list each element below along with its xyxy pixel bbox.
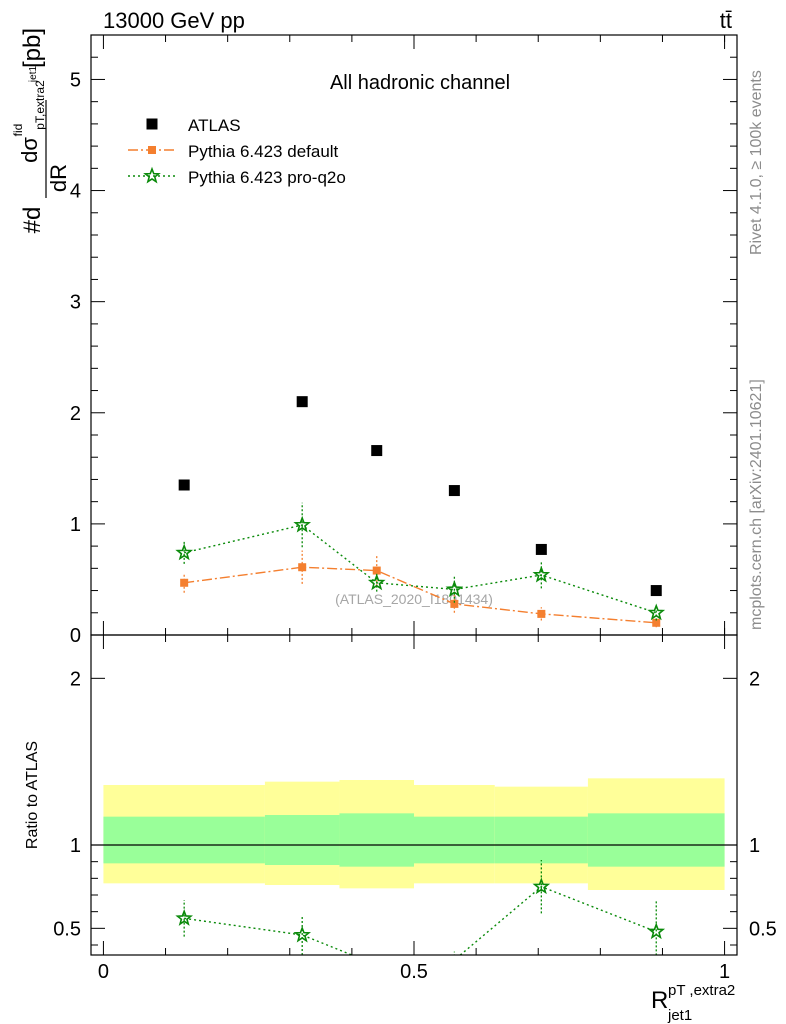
y-tick-label: 2 [70,403,81,425]
chart-title: All hadronic channel [330,72,510,94]
svg-text:fid: fid [11,124,25,137]
svg-text:jet1: jet1 [667,1007,692,1024]
main-y-axis-ticks: 0 1 2 3 4 5 [70,34,737,647]
legend-label: ATLAS [188,116,241,135]
uncertainty-band-inner [494,816,588,864]
data-point-pythia-default [652,618,661,627]
legend-label: Pythia 6.423 default [188,142,339,161]
uncertainty-band-inner [264,815,340,865]
legend-label: Pythia 6.423 pro-q2o [188,168,346,187]
svg-text:#d: #d [19,207,46,234]
analysis-watermark: (ATLAS_2020_I1801434) [335,591,493,607]
y-tick-label: 1 [70,514,81,536]
x-tick-label: 0 [98,961,109,983]
data-point-pythia-default [180,578,189,587]
svg-text:R: R [651,987,668,1014]
ratio-y-tick-label-right: 1 [749,835,760,857]
data-point-atlas [178,479,190,491]
y-tick-label: 4 [70,181,81,203]
y-tick-label: 3 [70,292,81,314]
data-point-atlas [296,396,308,408]
ratio-y-tick-label: 2 [70,668,81,690]
main-panel: All hadronic channel (ATLAS_2020_I180143… [70,34,738,647]
data-point-atlas [448,485,460,497]
ratio-data-point [293,925,312,943]
data-point-pythia-default [372,566,381,575]
rivet-version-label: Rivet 4.1.0, ≥ 100k events [748,70,765,255]
svg-text:jet1: jet1 [28,66,39,84]
process-label: tt̄ [720,8,732,33]
main-y-axis-label: #d dσ fid dR pT,extra2 jet1 [pb] [11,28,71,233]
data-point-pythia-default [298,563,307,572]
data-point-pythia-pro-q2o [293,515,312,533]
series-line-pythia-pro-q2o [184,524,657,614]
data-point-pythia-default [450,599,459,608]
data-point-pythia-pro-q2o [143,166,161,184]
ratio-plot-area [91,778,737,955]
svg-text:dσ: dσ [17,137,42,163]
svg-text:pT ,extra2: pT ,extra2 [668,982,735,999]
data-point-pythia-pro-q2o [367,573,386,591]
data-point-pythia-pro-q2o [175,543,194,561]
ratio-panel: 0.5 0.51 12 2 0 0.5 1 Ratio to ATLAS [24,634,777,983]
data-point-pythia-pro-q2o [532,565,551,583]
data-point-atlas [371,445,383,457]
ratio-data-point [175,909,194,926]
main-plot-area [175,396,666,628]
ratio-data-point [647,922,666,940]
ratio-y-tick-label-right: 0.5 [749,918,777,940]
data-point-pythia-default [537,609,546,618]
x-tick-label: 0.5 [400,961,428,983]
ratio-y-tick-label-right: 2 [749,668,760,690]
uncertainty-band-inner [103,816,265,864]
data-point-pythia-pro-q2o [445,580,464,597]
ratio-y-tick-label: 0.5 [53,918,81,940]
y-tick-label: 5 [70,69,81,91]
energy-label: 13000 GeV pp [103,8,245,33]
data-point-atlas [146,118,158,130]
x-tick-label: 1 [719,961,730,983]
data-point-pythia-default [148,146,156,154]
y-tick-label: 0 [70,625,81,647]
data-point-pythia-pro-q2o [647,603,666,621]
ratio-data-point [532,877,551,895]
x-axis-label: R jet1 pT ,extra2 [651,982,735,1024]
series-line-pythia-default [184,566,657,624]
ratio-series-line [184,885,657,955]
mcplots-label: mcplots.cern.ch [arXiv:2401.10621] [748,379,765,630]
x-axis-ticks: 0 0.5 1 [98,635,730,983]
uncertainty-band-inner [414,816,495,864]
ratio-y-tick-label: 1 [70,835,81,857]
data-point-atlas [650,585,662,597]
svg-text:dR: dR [46,164,71,192]
ratio-y-axis-ticks: 0.5 0.5 1 1 2 2 [53,668,777,946]
ratio-y-axis-label: Ratio to ATLAS [24,741,41,849]
ratio-frame [90,634,738,956]
uncertainty-band-inner [587,813,725,867]
uncertainty-band-inner [339,813,414,867]
data-point-atlas [535,543,547,555]
legend: ATLAS Pythia 6.423 default Pythia 6.423 pr… [128,116,346,187]
svg-text:[pb]: [pb] [19,28,46,68]
svg-text:pT,extra2: pT,extra2 [33,80,47,130]
